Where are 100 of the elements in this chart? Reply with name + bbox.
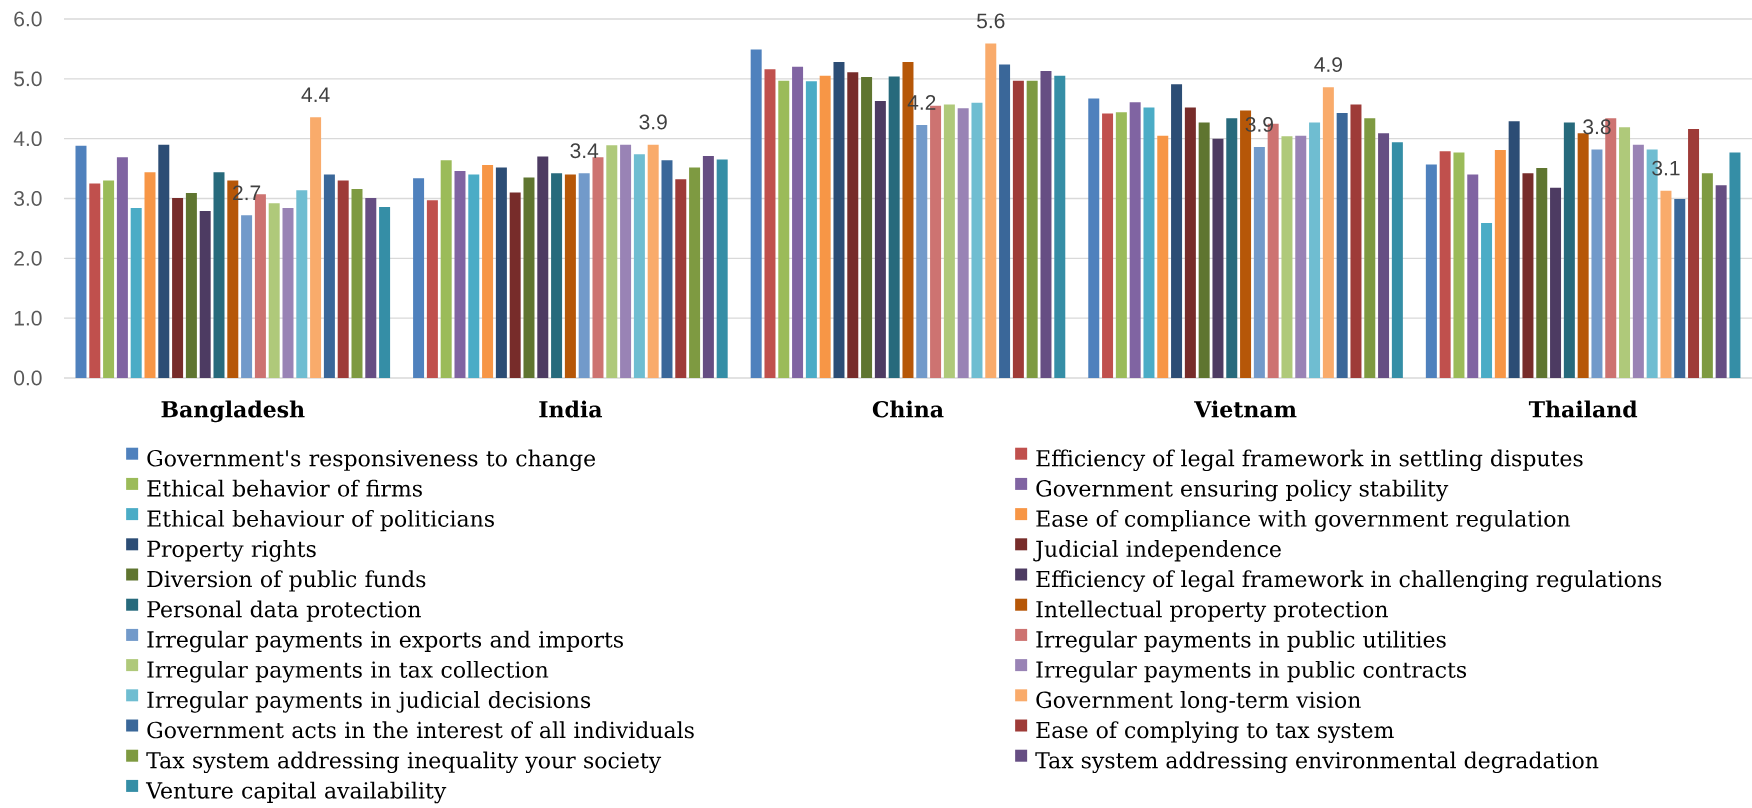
bar: [592, 157, 604, 379]
x-tick-label: India: [539, 400, 603, 418]
y-tick-label: 2.0: [14, 250, 42, 266]
bar: [1425, 164, 1437, 379]
bar: [1674, 199, 1686, 379]
bar: [578, 173, 590, 379]
legend-label: Diversion of public funds: [147, 570, 426, 592]
bar: [805, 81, 817, 379]
bar: [454, 170, 466, 379]
bar: [1591, 149, 1603, 379]
bar: [1508, 121, 1520, 379]
bar: [764, 69, 776, 379]
bar: [1102, 113, 1114, 379]
bar: [172, 197, 184, 379]
bar: [1184, 107, 1196, 379]
bar: [1715, 185, 1727, 379]
bar: [89, 183, 101, 379]
bar: [1536, 167, 1548, 379]
bar: [819, 75, 831, 379]
x-tick-label: China: [872, 400, 944, 418]
y-tick-label: 0.0: [14, 370, 42, 386]
bar: [75, 145, 87, 379]
bar: [1350, 104, 1362, 379]
bar: [1494, 150, 1506, 379]
bar: [1253, 147, 1265, 379]
legend-label: Government long-term vision: [1036, 691, 1361, 713]
bar: [213, 172, 225, 379]
bar: [633, 154, 645, 379]
x-tick-label: Vietnam: [1194, 400, 1297, 418]
legend-label: Personal data protection: [147, 600, 421, 622]
y-tick-label: 1.0: [14, 310, 42, 326]
x-tick-label: Bangladesh: [161, 400, 305, 423]
bar: [130, 208, 142, 379]
legend-label: Government ensuring policy stability: [1036, 479, 1449, 502]
legend-label: Irregular payments in tax collection: [147, 660, 549, 683]
bar: [1040, 71, 1052, 379]
data-label: 5.6: [977, 13, 1005, 29]
bar: [1660, 190, 1672, 379]
bar: [792, 66, 804, 379]
legend-label: Venture capital availability: [145, 781, 447, 804]
bar: [523, 177, 535, 379]
bar: [1281, 136, 1293, 379]
legend-label: Government acts in the interest of all individuals: [147, 721, 694, 739]
bar: [1157, 135, 1169, 379]
bar: [144, 172, 156, 379]
bar: [296, 190, 308, 379]
legend-label: Irregular payments in judicial decisions: [147, 691, 591, 713]
legend-label: Ease of compliance with government regulation: [1036, 509, 1571, 532]
legend-label: Irregular payments in public utilities: [1036, 630, 1446, 653]
bar: [495, 167, 507, 379]
bar: [943, 104, 955, 379]
legend-label: Ethical behaviour of politicians: [147, 509, 494, 532]
bar: [1212, 138, 1224, 379]
bar: [310, 117, 322, 379]
bar: [440, 160, 452, 379]
bar: [337, 180, 349, 379]
bar: [999, 64, 1011, 379]
bar: [1226, 118, 1238, 379]
bar: [606, 145, 618, 379]
bar: [468, 174, 480, 379]
legend-label: Intellectual property protection: [1036, 600, 1388, 623]
bar: [1115, 112, 1127, 379]
legend-label: Government's responsiveness to change: [147, 449, 596, 472]
bar: [268, 203, 280, 379]
bar: [1632, 144, 1644, 379]
bar: [847, 72, 859, 379]
bar: [1467, 174, 1479, 379]
bar: [1453, 152, 1465, 379]
legend-label: Judicial independence: [1033, 540, 1281, 562]
bar: [482, 165, 494, 379]
bar: [426, 200, 438, 379]
y-tick-label: 5.0: [14, 71, 42, 87]
data-label: 4.9: [1314, 57, 1342, 73]
bar: [916, 124, 928, 379]
data-label: 3.9: [639, 114, 667, 130]
x-tick-label: Thailand: [1528, 400, 1638, 418]
legend-label: Tax system addressing environmental degradation: [1035, 751, 1599, 774]
bar: [1481, 223, 1493, 379]
y-tick-label: 3.0: [14, 191, 42, 206]
bar: [413, 178, 425, 379]
legend-label: Property rights: [147, 540, 316, 562]
bar: [1550, 187, 1562, 379]
bar: [103, 180, 115, 379]
legend-label: Ethical behavior of firms: [147, 479, 422, 497]
bar: [661, 160, 673, 379]
bar: [351, 188, 363, 379]
legend-label: Efficiency of legal framework in settling disputes: [1036, 449, 1583, 472]
bar: [1522, 173, 1534, 379]
bar: [564, 174, 576, 379]
data-label: 4.4: [301, 87, 330, 102]
bar: [620, 144, 632, 379]
bar: [861, 77, 873, 379]
bar: [199, 211, 211, 379]
bar: [833, 62, 845, 379]
bar: [1439, 151, 1451, 379]
bar: [874, 100, 886, 379]
legend-label: Efficiency of legal framework in challenging regulations: [1036, 570, 1662, 592]
bar: [1701, 173, 1713, 379]
bar: [1088, 98, 1100, 379]
legend-label: Irregular payments in public contracts: [1036, 660, 1467, 683]
